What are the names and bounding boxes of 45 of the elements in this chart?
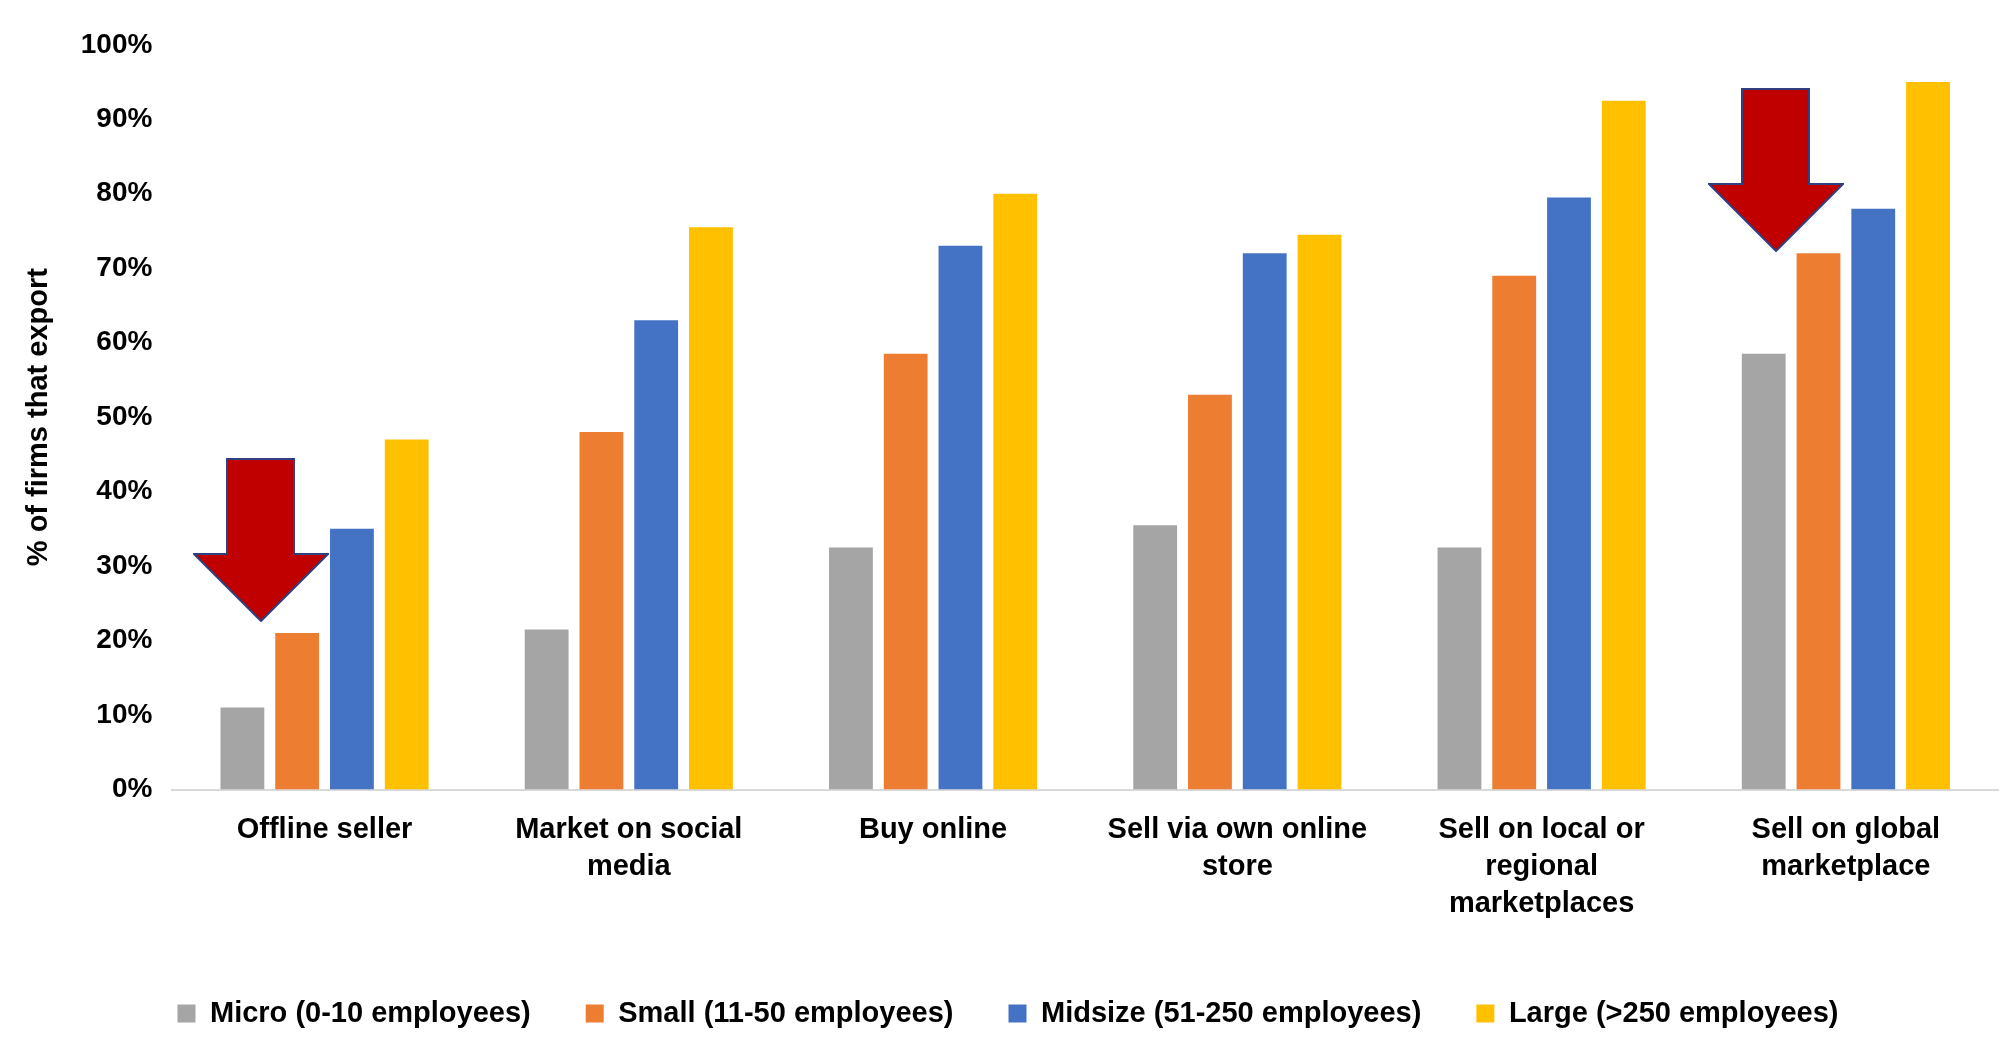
bar (1242, 253, 1287, 790)
bar (1741, 353, 1786, 790)
y-tick-label: 0% (111, 772, 153, 804)
legend-label: Large (>250 employees) (1508, 995, 1839, 1028)
y-tick-label: 80% (96, 176, 153, 208)
x-tick-label: Market on social media (515, 811, 743, 881)
bar (579, 432, 624, 790)
y-tick-label: 10% (96, 697, 153, 729)
bar (1437, 547, 1482, 790)
bar (275, 633, 320, 790)
bar (883, 353, 928, 790)
x-tick-label: Offline seller (236, 811, 413, 844)
bar (993, 193, 1038, 790)
bar (829, 547, 873, 790)
legend-label: Midsize (51-250 employees) (1041, 995, 1422, 1028)
y-tick-label: 30% (96, 548, 153, 580)
x-tick-label: Sell via own online store (1107, 811, 1368, 881)
bar (938, 245, 983, 790)
bar (220, 707, 265, 790)
bar (1188, 394, 1232, 790)
bar (1601, 100, 1646, 790)
y-tick-label: 100% (80, 27, 153, 59)
y-tick-label: 70% (96, 250, 153, 282)
x-tick-label: Buy online (858, 811, 1008, 844)
y-tick-label: 20% (96, 623, 153, 655)
bar (384, 439, 429, 790)
x-tick-label: Sell on local or regional marketplaces (1438, 811, 1645, 918)
bar (1547, 197, 1591, 790)
bar (330, 528, 374, 790)
bar (1851, 208, 1896, 790)
y-tick-label: 40% (96, 474, 153, 506)
y-tick-label: 60% (96, 325, 153, 357)
legend-label: Micro (0-10 employees) (209, 995, 531, 1028)
legend-label: Small (11-50 employees) (618, 995, 954, 1028)
bar (689, 227, 733, 790)
bar (524, 629, 569, 790)
bar (1297, 234, 1342, 790)
bar (1906, 82, 1950, 790)
y-tick-label: 50% (96, 399, 153, 431)
y-axis-title: % of firms that export (21, 267, 54, 567)
bar (1492, 275, 1537, 790)
y-tick-label: 90% (96, 101, 153, 133)
bar (1133, 525, 1178, 790)
x-tick-label: Sell on global marketplace (1751, 811, 1941, 881)
bar (634, 320, 679, 790)
